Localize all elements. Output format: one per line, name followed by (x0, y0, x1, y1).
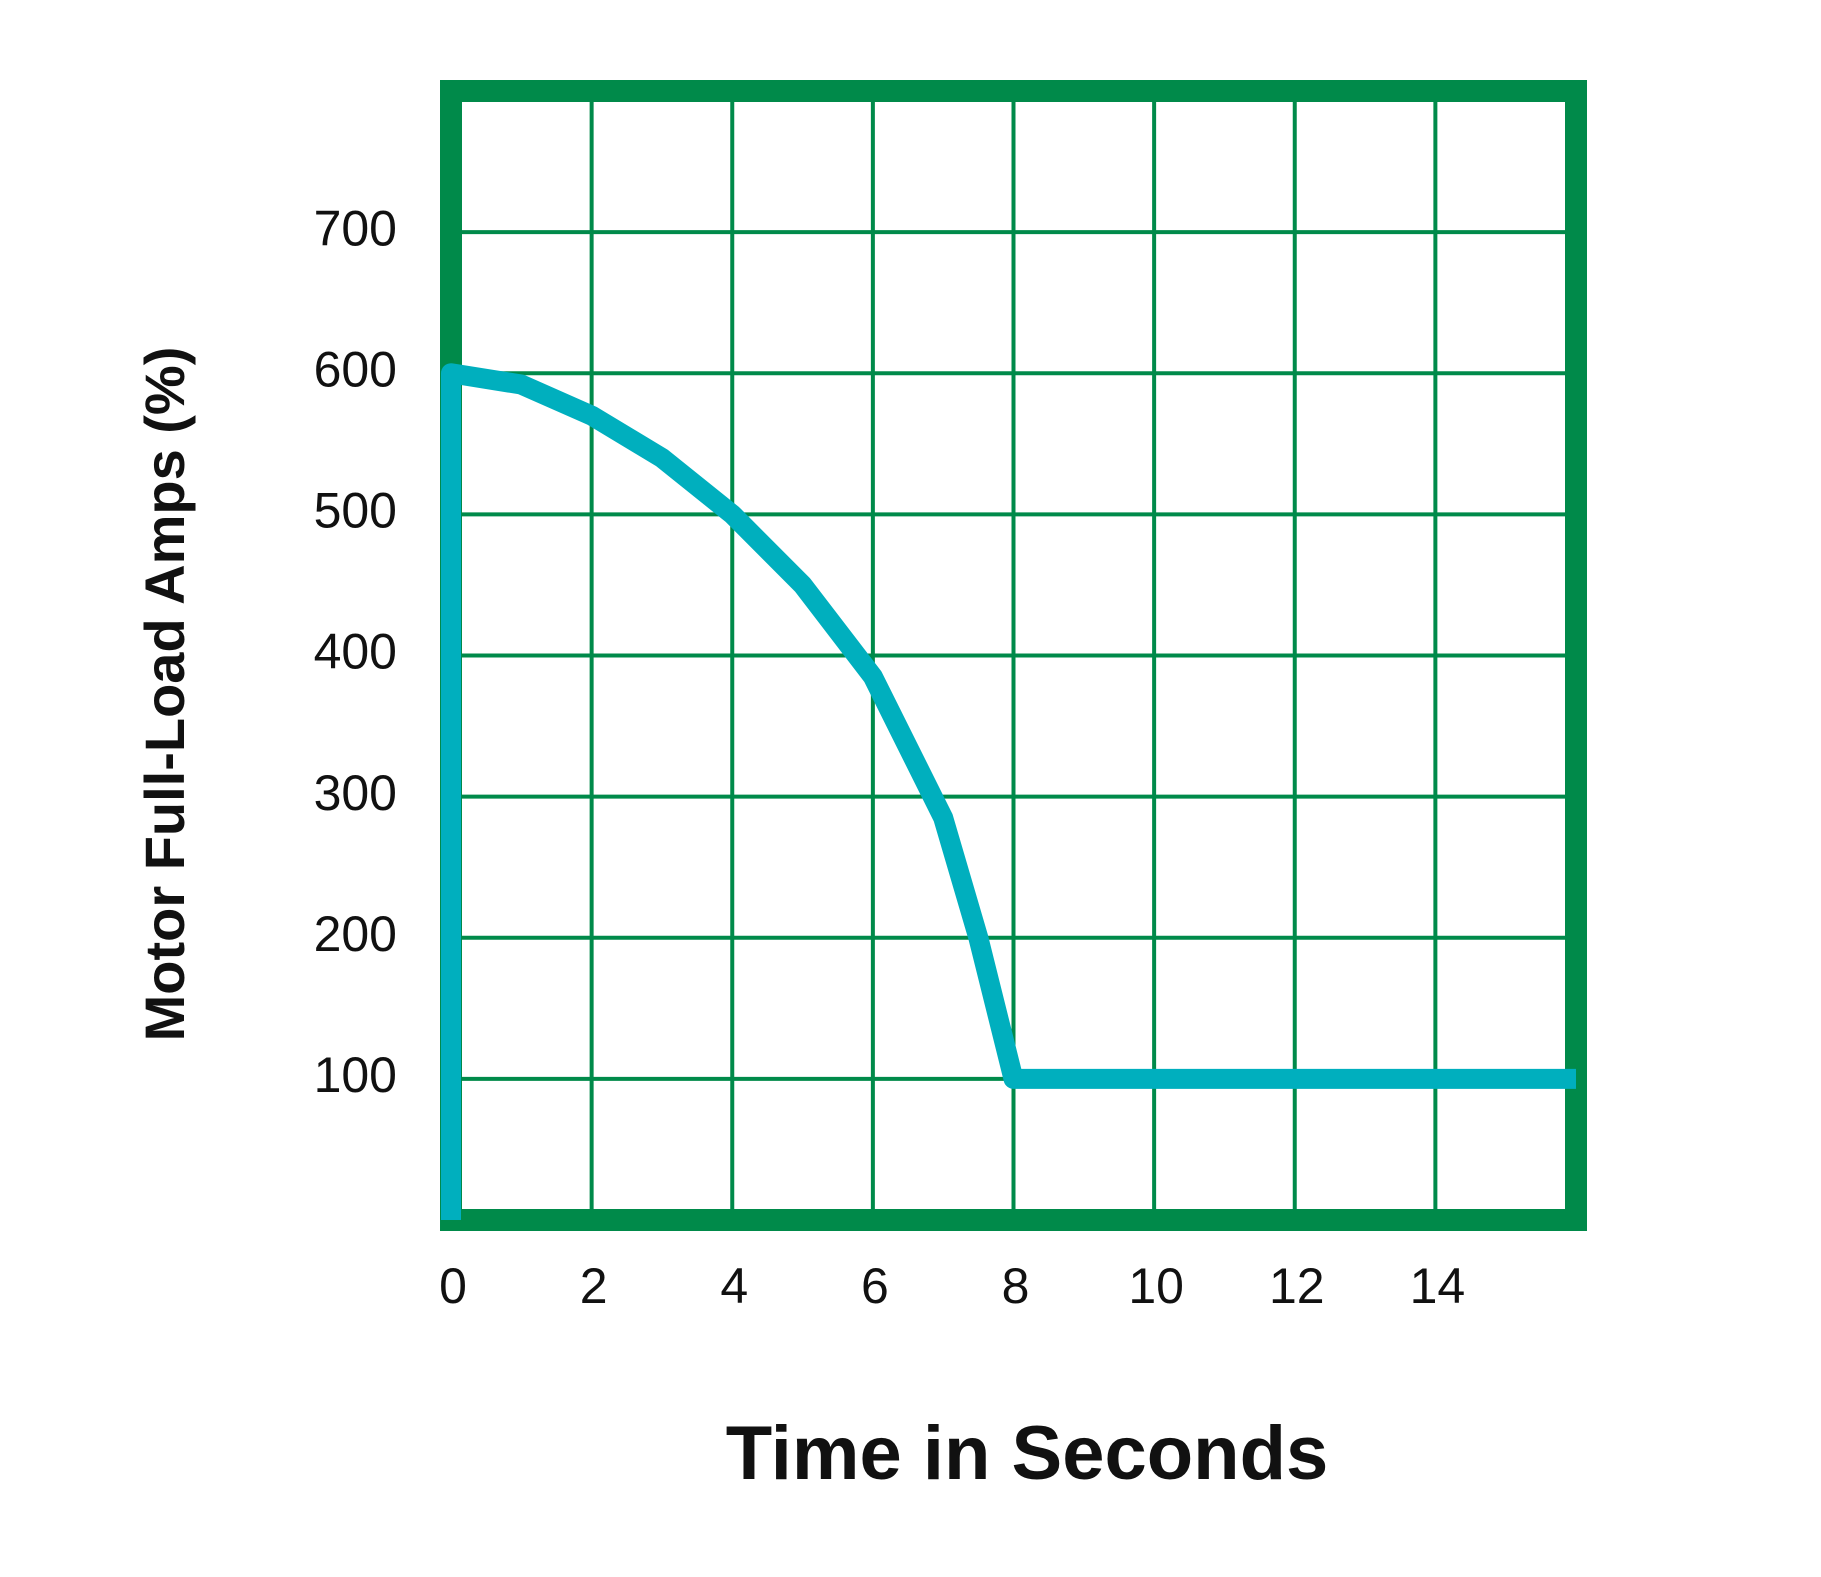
y-tick-label: 700 (314, 200, 397, 256)
x-tick-label: 0 (439, 1258, 467, 1314)
y-tick-label: 100 (314, 1047, 397, 1103)
y-tick-label: 600 (314, 341, 397, 397)
y-tick-label: 500 (314, 483, 397, 539)
x-tick-label: 8 (1002, 1258, 1030, 1314)
x-axis-title: Time in Seconds (726, 1411, 1329, 1496)
y-tick-label: 300 (314, 765, 397, 821)
y-tick-label: 400 (314, 624, 397, 680)
x-tick-label: 12 (1269, 1258, 1325, 1314)
x-tick-label: 2 (580, 1258, 608, 1314)
y-tick-label: 200 (314, 906, 397, 962)
x-tick-label: 4 (720, 1258, 748, 1314)
data-line (441, 363, 1576, 1220)
y-axis-title: Motor Full-Load Amps (%) (133, 347, 196, 1042)
x-tick-label: 10 (1128, 1258, 1184, 1314)
x-tick-label: 6 (861, 1258, 889, 1314)
x-tick-label: 14 (1410, 1258, 1466, 1314)
